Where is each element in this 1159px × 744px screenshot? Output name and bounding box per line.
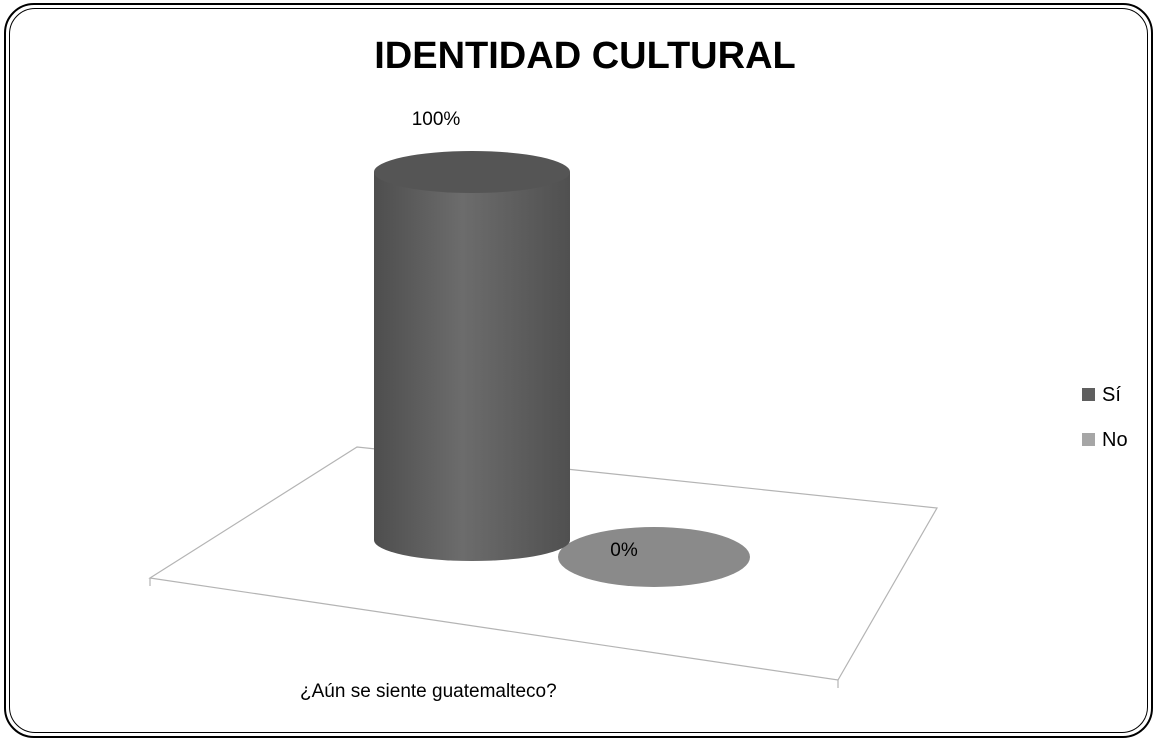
legend: Sí No xyxy=(1082,384,1128,451)
category-label: ¿Aún se siente guatemalteco? xyxy=(300,681,557,702)
legend-label-si: Sí xyxy=(1102,384,1121,406)
bar-si-top xyxy=(374,151,570,193)
bar-no xyxy=(558,527,750,587)
data-label-si: 100% xyxy=(412,109,461,130)
legend-swatch-si xyxy=(1082,388,1095,401)
bar-si xyxy=(374,172,570,561)
chart-floor xyxy=(148,446,938,681)
legend-label-no: No xyxy=(1102,429,1128,451)
data-label-no: 0% xyxy=(610,540,638,561)
legend-swatch-no xyxy=(1082,433,1095,446)
chart-title: IDENTIDAD CULTURAL xyxy=(374,35,795,77)
